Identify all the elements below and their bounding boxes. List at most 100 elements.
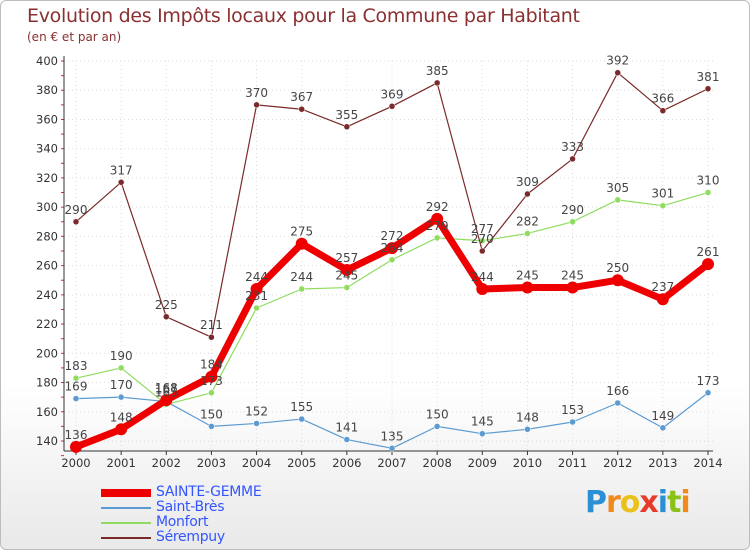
data-label-sainte-gemme: 250 (606, 261, 629, 275)
y-tick-label: 240 (36, 288, 58, 302)
data-label-serempuy: 290 (65, 203, 88, 217)
data-label-serempuy: 392 (606, 54, 629, 68)
data-label-serempuy: 225 (155, 298, 178, 312)
x-tick-label: 2002 (152, 456, 181, 470)
legend-label-serempuy: Sérempuy (156, 529, 225, 545)
data-point-saint-bres (117, 393, 125, 401)
data-label-saint-bres: 150 (200, 407, 223, 421)
data-label-monfort: 279 (426, 219, 449, 233)
data-label-sainte-gemme: 184 (200, 358, 223, 372)
data-label-saint-bres: 150 (426, 407, 449, 421)
data-point-serempuy (569, 155, 576, 163)
data-label-serempuy: 385 (426, 64, 449, 78)
data-label-saint-bres: 166 (606, 384, 629, 398)
data-label-saint-bres: 135 (381, 429, 404, 443)
legend-item-saint-bres[interactable]: Saint-Brès (101, 500, 321, 515)
logo-letter: i (680, 485, 690, 520)
data-point-monfort (659, 202, 667, 209)
x-tick-label: 2001 (107, 456, 136, 470)
data-point-sainte-gemme (160, 394, 173, 407)
data-label-monfort: 165 (155, 385, 178, 399)
data-label-serempuy: 309 (516, 175, 539, 189)
legend-item-sainte-gemme[interactable]: SAINTE-GEMME (101, 485, 321, 500)
data-point-monfort (117, 364, 125, 372)
legend-label-monfort: Monfort (156, 514, 209, 530)
data-point-saint-bres (253, 420, 260, 427)
data-point-monfort (704, 189, 712, 196)
data-point-serempuy (614, 69, 621, 76)
logo-letter: x (639, 485, 658, 520)
data-point-monfort (298, 285, 305, 293)
data-label-sainte-gemme: 148 (110, 410, 133, 424)
logo-letter: o (619, 485, 641, 520)
y-tick-label: 300 (36, 200, 58, 214)
data-point-monfort (388, 256, 396, 264)
data-label-monfort: 190 (110, 349, 133, 363)
data-point-saint-bres (433, 423, 441, 430)
data-point-monfort (208, 389, 215, 397)
x-tick-label: 2012 (603, 456, 632, 470)
data-point-saint-bres (479, 430, 486, 437)
data-label-sainte-gemme: 245 (561, 269, 584, 283)
x-tick-label: 2009 (468, 456, 497, 470)
data-point-saint-bres (659, 424, 667, 432)
y-tick-label: 360 (36, 112, 58, 126)
data-label-sainte-gemme: 275 (290, 225, 313, 239)
logo-letter: P (585, 485, 607, 520)
data-point-serempuy (388, 103, 396, 110)
data-point-monfort (72, 374, 80, 382)
x-tick-label: 2008 (423, 456, 452, 470)
data-label-saint-bres: 148 (516, 410, 539, 424)
data-point-monfort (433, 234, 441, 242)
logo-letter: t (667, 485, 681, 520)
data-label-saint-bres: 167 (155, 383, 178, 397)
data-point-serempuy (524, 190, 531, 198)
data-point-serempuy (433, 79, 441, 87)
data-label-serempuy: 333 (561, 140, 584, 154)
data-label-sainte-gemme: 244 (471, 270, 494, 284)
data-point-saint-bres (298, 415, 305, 423)
data-point-sainte-gemme (702, 258, 714, 271)
legend-item-serempuy[interactable]: Sérempuy (101, 530, 321, 545)
data-point-monfort (524, 230, 531, 237)
data-point-sainte-gemme (521, 281, 534, 294)
data-label-saint-bres: 141 (335, 421, 358, 435)
x-tick-label: 2006 (332, 456, 361, 470)
logo-letter: r (606, 485, 621, 520)
x-tick-label: 2013 (648, 456, 677, 470)
data-label-saint-bres: 170 (110, 378, 133, 392)
chart-title: Evolution des Impôts locaux pour la Comm… (27, 5, 580, 27)
y-tick-label: 140 (36, 434, 58, 448)
data-label-monfort: 244 (290, 270, 313, 284)
data-point-saint-bres (343, 436, 351, 443)
data-point-sainte-gemme (386, 242, 398, 255)
data-label-saint-bres: 149 (651, 409, 674, 423)
data-point-serempuy (479, 247, 486, 255)
y-tick-label: 160 (36, 405, 58, 419)
data-label-serempuy: 369 (381, 87, 404, 101)
data-label-monfort: 305 (606, 181, 629, 195)
y-tick-label: 340 (36, 142, 58, 156)
data-label-serempuy: 367 (290, 90, 313, 104)
x-tick-label: 2010 (513, 456, 542, 470)
legend-item-monfort[interactable]: Monfort (101, 515, 321, 530)
data-label-sainte-gemme: 245 (516, 269, 539, 283)
x-tick-label: 2011 (558, 456, 587, 470)
y-tick-label: 400 (36, 54, 58, 68)
data-point-saint-bres (388, 445, 396, 452)
y-tick-label: 380 (36, 83, 58, 97)
data-point-saint-bres (569, 418, 576, 426)
data-point-sainte-gemme (431, 212, 444, 225)
data-label-monfort: 301 (651, 187, 674, 201)
data-point-serempuy (298, 105, 305, 113)
data-point-sainte-gemme (340, 264, 353, 276)
x-tick-label: 2014 (693, 456, 722, 470)
data-point-sainte-gemme (205, 370, 218, 383)
data-label-saint-bres: 153 (561, 403, 584, 417)
x-tick-label: 2004 (242, 456, 271, 470)
data-point-serempuy (659, 107, 667, 114)
data-label-monfort: 183 (65, 359, 88, 373)
data-point-saint-bres (704, 389, 712, 397)
